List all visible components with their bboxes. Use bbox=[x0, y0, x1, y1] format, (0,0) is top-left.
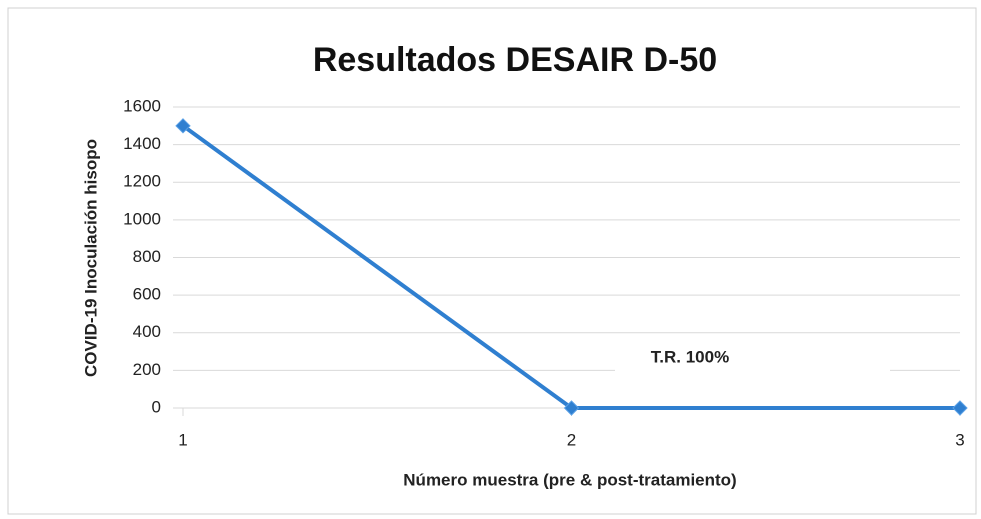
y-tick-label: 1400 bbox=[123, 134, 161, 153]
point-marker bbox=[563, 400, 580, 416]
x-tick-label: 2 bbox=[567, 430, 576, 449]
y-axis-label: COVID-19 Inoculación hisopo bbox=[81, 139, 100, 377]
chart-title: Resultados DESAIR D-50 bbox=[313, 41, 717, 79]
y-tick-label: 400 bbox=[133, 322, 161, 341]
chart-frame bbox=[7, 7, 977, 515]
y-tick-label: 600 bbox=[133, 285, 161, 304]
point-marker bbox=[952, 400, 968, 416]
y-tick-label: 1200 bbox=[123, 172, 161, 191]
y-tick-label: 1000 bbox=[123, 209, 161, 228]
y-tick-label: 0 bbox=[152, 397, 161, 416]
y-tick-label: 1600 bbox=[123, 96, 161, 115]
annotation: T.R. 100% bbox=[651, 347, 729, 366]
x-tick-label: 3 bbox=[955, 430, 964, 449]
y-tick-label: 200 bbox=[133, 360, 161, 379]
point-marker bbox=[175, 118, 191, 134]
y-tick-label: 800 bbox=[133, 247, 161, 266]
annotation-box bbox=[615, 334, 890, 384]
x-tick-label: 1 bbox=[178, 430, 187, 449]
x-axis-label: Número muestra (pre & post-tratamiento) bbox=[403, 470, 736, 489]
